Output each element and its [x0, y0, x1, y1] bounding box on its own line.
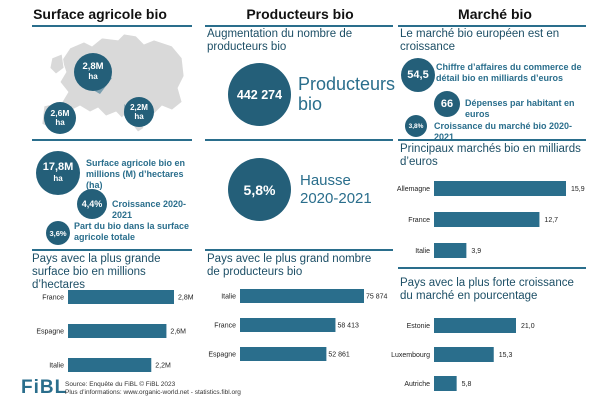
bar — [68, 324, 167, 338]
kpi-producer-rise-circle: 5,8% — [228, 158, 291, 221]
map-bubble-spain: 2,6M ha — [44, 102, 76, 134]
kpi-share-circle: 3,6% — [46, 221, 70, 245]
bar-category-label: France — [408, 217, 430, 224]
bar-category-label: Autriche — [404, 381, 430, 388]
kpi-market-sales-label: Chiffre d’affaires du commerce de détail… — [436, 62, 582, 83]
kpi-surface-growth-circle: 4,4% — [77, 189, 107, 219]
bar-value-label: 15,3 — [499, 352, 513, 359]
kpi-market-growth-label: Croissance du marché bio 2020-2021 — [434, 121, 573, 142]
bar — [434, 212, 540, 227]
bar — [434, 181, 566, 196]
bar-value-label: 12,7 — [544, 217, 558, 224]
bar-category-label: Espagne — [208, 352, 236, 359]
divider — [32, 249, 192, 251]
column-title-surface: Surface agricole bio — [33, 6, 167, 22]
bar-value-label: 2,2M — [155, 363, 171, 370]
footer-source: Source: Enquête du FiBL © FiBL 2023 — [65, 381, 176, 388]
kpi-producer-count-circle: 442 274 — [228, 63, 291, 126]
bar-category-label: France — [214, 323, 236, 330]
map-bubble-france: 2,8M ha — [74, 53, 112, 91]
bar — [68, 358, 152, 372]
kpi-unit: ha — [53, 174, 63, 183]
kpi-per-capita-circle: 66 — [434, 91, 460, 117]
kpi-per-capita-label: Dépenses par habitant en euros — [465, 98, 575, 119]
bar-value-label: 3,9 — [471, 248, 481, 255]
bar-value-label: 5,8 — [462, 381, 472, 388]
bar-category-label: Espagne — [36, 329, 64, 336]
kpi-market-sales-circle: 54,5 — [401, 58, 435, 92]
bubble-unit: ha — [88, 72, 98, 81]
bar — [240, 289, 364, 303]
bar-value-label: 15,9 — [571, 186, 585, 193]
kpi-value: 3,8% — [408, 122, 424, 130]
kpi-surface-growth-label: Croissance 2020-2021 — [112, 199, 187, 220]
bar — [240, 318, 336, 332]
kpi-total-surface-label: Surface agricole bio en millions (M) d’h… — [86, 158, 186, 190]
map-bubble-italy: 2,2M ha — [124, 97, 154, 127]
bubble-unit: ha — [134, 112, 144, 121]
kpi-value: 66 — [440, 98, 454, 110]
bar — [434, 243, 467, 258]
bar-category-label: Italie — [49, 363, 64, 370]
bar — [434, 318, 516, 333]
bar — [434, 347, 494, 362]
kpi-producer-count-label: Producteurs bio — [298, 74, 396, 114]
kpi-value: 442 274 — [236, 87, 283, 102]
kpi-value: 5,8% — [243, 181, 276, 198]
bar — [240, 347, 327, 361]
chart-title-marches: Principaux marchés bio en milliards d’eu… — [400, 143, 581, 168]
footer-more-info: Plus d’informations: www.organic-world.n… — [65, 389, 241, 396]
bar-value-label: 2,6M — [170, 329, 186, 336]
bubble-value: 2,8M — [82, 61, 104, 72]
divider — [205, 25, 393, 27]
bar-category-label: France — [42, 295, 64, 302]
divider — [205, 139, 393, 141]
kpi-value: 17,8M — [42, 161, 74, 173]
producteurs-section-title: Augmentation du nombre de producteurs bi… — [207, 28, 353, 53]
bubble-value: 2,2M — [130, 103, 148, 112]
bar-value-label: 21,0 — [521, 323, 535, 330]
divider — [205, 249, 393, 251]
kpi-market-growth-circle: 3,8% — [405, 115, 427, 137]
divider — [398, 25, 586, 27]
divider — [32, 139, 192, 141]
column-title-marche: Marché bio — [458, 6, 532, 22]
chart-title-croissance: Pays avec la plus forte croissance du ma… — [400, 277, 574, 302]
divider — [398, 139, 586, 141]
divider — [398, 267, 586, 269]
marche-section-title: Le marché bio européen est en croissance — [400, 28, 560, 53]
bar-category-label: Luxembourg — [391, 352, 430, 359]
kpi-value: 3,6% — [49, 228, 67, 238]
divider — [32, 25, 192, 27]
fibl-logo: FiBL — [21, 377, 68, 398]
bar — [434, 376, 457, 391]
bar-value-label: 52 861 — [328, 352, 350, 359]
bar-value-label: 58 413 — [337, 323, 359, 330]
kpi-total-surface-circle: 17,8M ha — [36, 151, 80, 195]
chart-title-surface: Pays avec la plus grande surface bio en … — [32, 253, 161, 291]
column-title-producteurs: Producteurs bio — [246, 6, 354, 22]
bar-value-label: 75 874 — [366, 294, 388, 301]
bar-category-label: Italie — [415, 248, 430, 255]
kpi-value: 4,4% — [81, 199, 103, 209]
bar-category-label: Italie — [221, 294, 236, 301]
kpi-share-label: Part du bio dans la surface agricole tot… — [74, 221, 190, 242]
bar-category-label: Estonie — [407, 323, 430, 330]
bar — [68, 290, 174, 304]
bar-value-label: 2,8M — [178, 295, 194, 302]
bubble-value: 2,6M — [50, 108, 70, 118]
kpi-producer-rise-label: Hausse 2020-2021 — [300, 172, 372, 207]
bubble-unit: ha — [55, 118, 65, 127]
kpi-value: 54,5 — [407, 69, 429, 81]
bar-category-label: Allemagne — [397, 186, 430, 193]
chart-title-producteurs: Pays avec le plus grand nombre de produc… — [207, 253, 372, 278]
